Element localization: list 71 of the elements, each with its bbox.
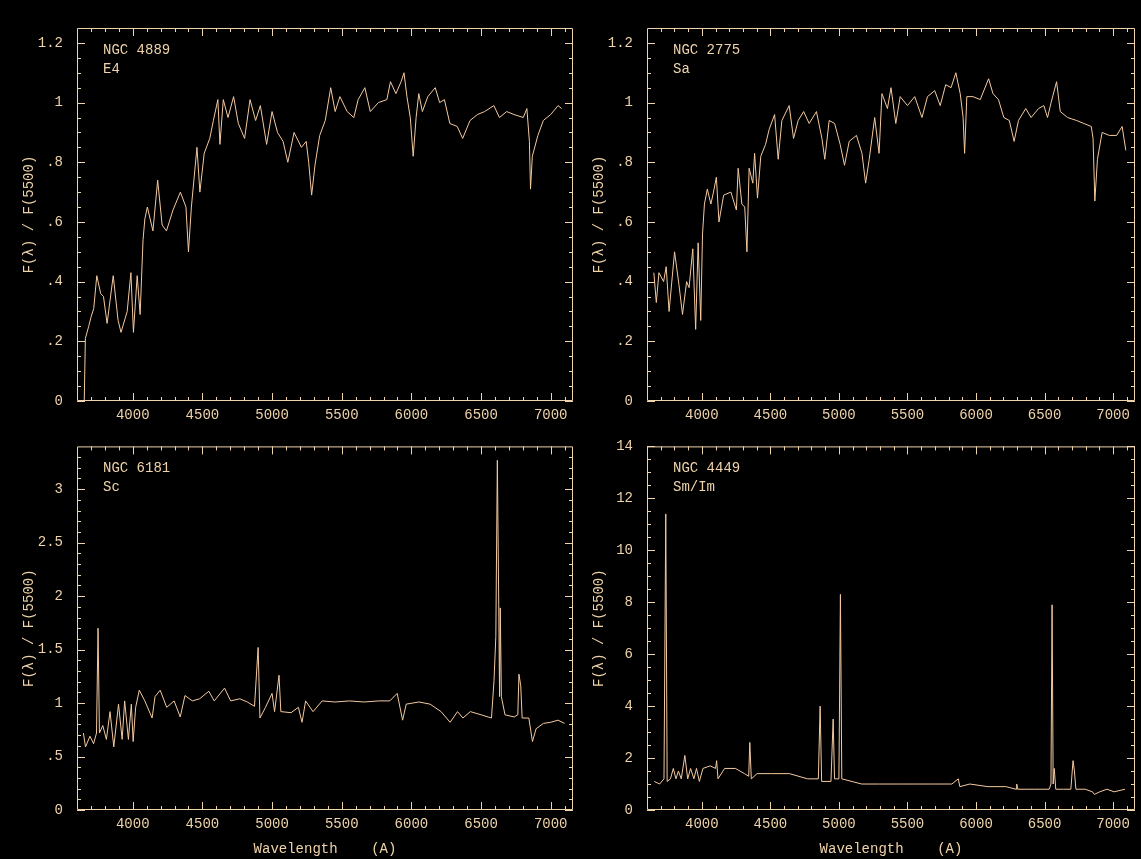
y-tick-label: 1.2 [607,34,633,51]
y-tick-label: 2.5 [37,534,63,551]
x-tick-label: 6500 [1027,407,1062,424]
y-tick-label: .6 [46,213,63,230]
x-tick-label: 4000 [685,816,719,833]
y-tick-label: 1 [54,694,63,711]
y-tick-label: 2 [624,749,633,766]
y-tick-label: .2 [46,333,63,350]
x-tick-label: 5500 [890,407,925,424]
x-tick-label: 6000 [959,816,993,833]
y-tick-label: 1 [624,94,633,111]
y-tick-label: .8 [46,153,63,170]
x-tick-label: 4000 [115,407,150,424]
x-tick-label: 5500 [324,407,359,424]
x-tick-label: 5500 [324,816,359,833]
y-tick-label: .4 [616,273,633,290]
y-tick-label: .6 [616,213,633,230]
y-tick-label: 0 [624,801,633,818]
y-tick-label: .2 [616,333,633,350]
y-tick-label: 4 [624,697,633,714]
y-tick-label: 1.5 [37,641,63,658]
text: Sm/Im [673,479,716,496]
x-tick-label: 6500 [1027,816,1062,833]
y-axis-title: F(λ) / F(5500) [590,569,607,688]
x-tick-label: 6500 [464,816,498,833]
text: Sc [103,479,120,496]
text: Sa [673,60,690,77]
y-tick-label: 2 [54,587,63,604]
y-tick-label: 14 [616,438,633,455]
y-tick-label: 8 [624,593,633,610]
text: E4 [103,60,120,77]
y-axis-title: F(λ) / F(5500) [590,155,607,274]
y-tick-label: 0 [54,801,63,818]
x-tick-label: 6000 [394,407,429,424]
x-tick-label: 4000 [685,407,719,424]
text: NGC 4889 [103,41,171,58]
x-tick-label: 5000 [822,816,856,833]
x-tick-label: 6000 [394,816,429,833]
text: NGC 6181 [103,460,171,477]
y-tick-label: 0 [54,392,63,409]
text: NGC 2775 [673,41,741,58]
y-tick-label: 1.2 [37,34,63,51]
y-tick-label: 12 [616,490,633,507]
x-tick-label: 7000 [1096,407,1130,424]
x-tick-label: 7000 [533,816,568,833]
x-axis-title: Wavelength (A) [253,840,397,857]
x-tick-label: 4500 [753,816,788,833]
y-tick-label: 6 [624,645,633,662]
x-tick-label: 4500 [185,816,220,833]
x-tick-label: 7000 [1096,816,1130,833]
y-tick-label: 1 [54,94,63,111]
x-tick-label: 7000 [533,407,568,424]
y-tick-label: .8 [616,153,633,170]
x-tick-label: 5000 [822,407,856,424]
x-tick-label: 4000 [115,816,150,833]
y-tick-label: .5 [46,748,63,765]
x-tick-label: 5500 [890,816,925,833]
y-axis-title: F(λ) / F(5500) [20,155,37,274]
y-axis-title: F(λ) / F(5500) [20,569,37,688]
y-tick-label: 10 [616,541,633,558]
x-tick-label: 6000 [959,407,993,424]
text: NGC 4449 [673,460,741,477]
y-tick-label: 3 [54,480,63,497]
x-tick-label: 5000 [255,816,289,833]
y-tick-label: .4 [46,273,63,290]
x-tick-label: 4500 [753,407,788,424]
x-tick-label: 5000 [255,407,289,424]
y-tick-label: 0 [624,392,633,409]
x-tick-label: 6500 [464,407,498,424]
x-axis-title: Wavelength (A) [819,840,963,857]
x-tick-label: 4500 [185,407,220,424]
